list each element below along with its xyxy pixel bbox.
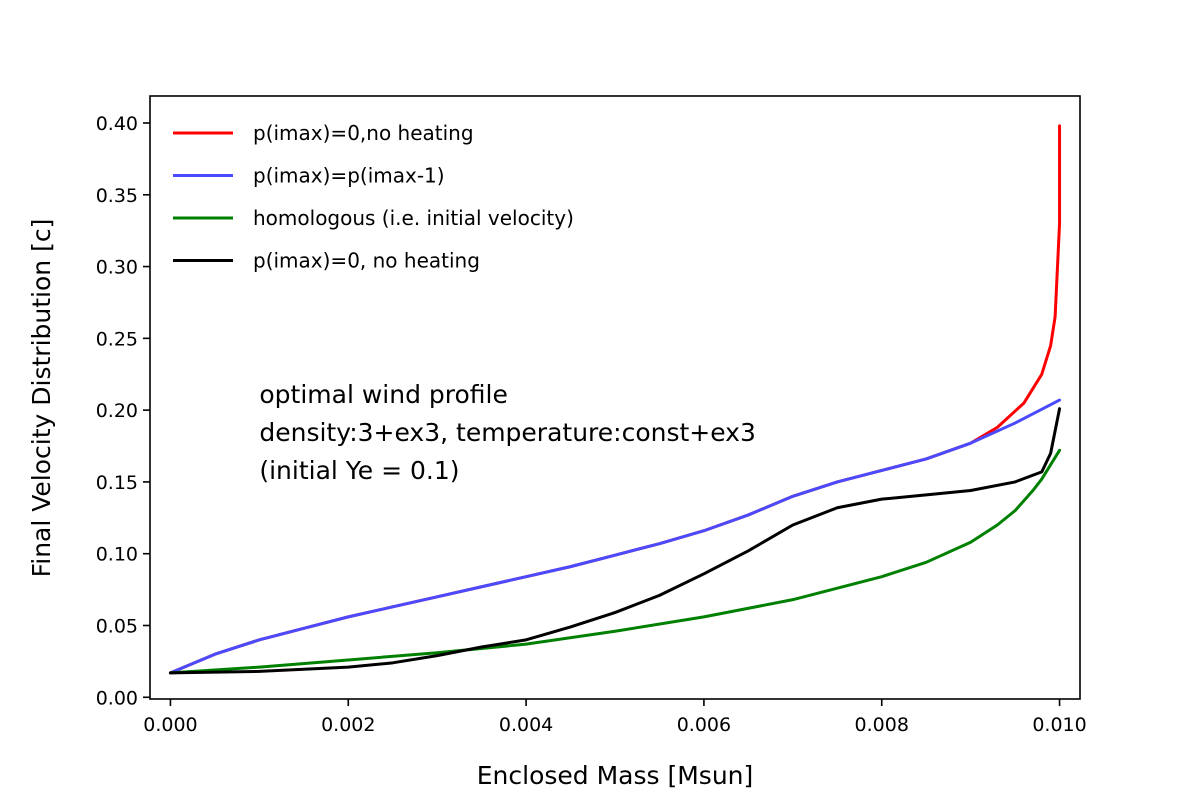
x-tick-label: 0.004 xyxy=(499,714,553,736)
legend-label-3: p(imax)=0, no heating xyxy=(253,249,480,273)
series-line-2 xyxy=(168,448,1062,675)
y-axis-label: Final Velocity Distribution [c] xyxy=(27,219,56,578)
x-axis: 0.000 0.002 0.004 0.006 0.008 0.010 xyxy=(143,699,1087,736)
y-tick-label: 0.30 xyxy=(96,257,138,279)
y-axis: 0.00 0.05 0.10 0.15 0.20 0.25 0.30 0.35 0.40 xyxy=(96,113,150,709)
y-tick-label: 0.00 xyxy=(96,687,138,709)
x-axis-label: Enclosed Mass [Msun] xyxy=(477,761,754,790)
legend-label-1: p(imax)=p(imax-1) xyxy=(253,164,445,188)
plot-frame xyxy=(149,95,1081,700)
x-tick-label: 0.008 xyxy=(855,714,909,736)
series-line-3 xyxy=(168,407,1062,675)
annotation-line-2: (initial Ye = 0.1) xyxy=(259,456,459,485)
y-tick-label: 0.35 xyxy=(96,185,138,207)
y-tick-label: 0.10 xyxy=(96,544,138,566)
legend-label-2: homologous (i.e. initial velocity) xyxy=(253,206,574,230)
annotation-line-0: optimal wind profile xyxy=(259,380,508,409)
x-tick-label: 0.002 xyxy=(321,714,375,736)
y-tick-label: 0.25 xyxy=(96,328,138,350)
y-tick-label: 0.15 xyxy=(96,472,138,494)
y-tick-label: 0.40 xyxy=(96,113,138,135)
x-tick-label: 0.000 xyxy=(143,714,197,736)
annotation-line-1: density:3+ex3, temperature:const+ex3 xyxy=(259,418,756,447)
y-tick-label: 0.20 xyxy=(96,400,138,422)
legend: p(imax)=0,no heating p(imax)=p(imax-1) hom… xyxy=(173,121,574,273)
series-layer xyxy=(168,124,1062,675)
x-tick-label: 0.010 xyxy=(1032,714,1086,736)
legend-label-0: p(imax)=0,no heating xyxy=(253,121,474,145)
annotation: optimal wind profile density:3+ex3, tempe… xyxy=(259,380,756,485)
y-tick-label: 0.05 xyxy=(96,615,138,637)
series-line-1 xyxy=(168,398,1062,675)
x-tick-label: 0.006 xyxy=(677,714,731,736)
